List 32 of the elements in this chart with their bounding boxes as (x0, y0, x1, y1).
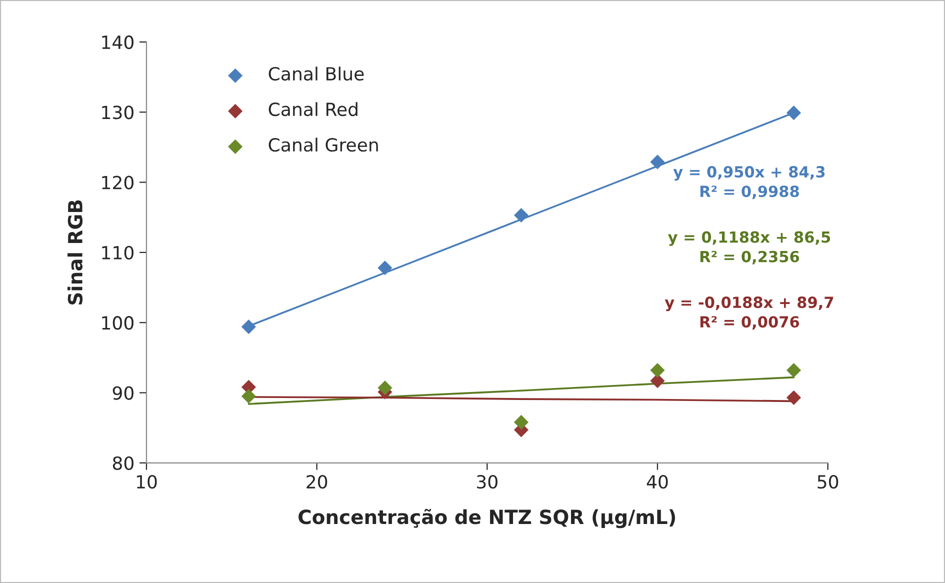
point (786, 106, 802, 120)
point (650, 154, 665, 170)
point (514, 414, 528, 430)
point (514, 208, 528, 223)
point (241, 388, 256, 404)
legend-label: Canal Green (268, 138, 378, 152)
y-tick-label: 110 (102, 246, 134, 260)
annotation: y = -0,0188x + 89,7 R² = 0,0076 (664, 296, 834, 330)
x-tick-label: 20 (306, 475, 328, 489)
legend-label: Canal Blue (268, 66, 364, 81)
y-tick-label: 130 (102, 106, 134, 120)
y-tick-label: 120 (102, 176, 134, 190)
x-tick-label: 40 (646, 475, 668, 489)
point (241, 320, 256, 334)
point (786, 363, 802, 378)
point (378, 380, 392, 396)
point (786, 390, 802, 405)
x-tick-label: 30 (477, 475, 498, 489)
y-tick-label: 90 (112, 386, 134, 400)
x-tick-label: 10 (136, 475, 157, 489)
y-tick-label: 140 (102, 35, 134, 50)
x-tick-label: 50 (818, 475, 838, 489)
legend-label: Canal Red (268, 102, 358, 116)
y-tick-label: 80 (112, 456, 134, 470)
point (650, 363, 665, 378)
point (378, 260, 392, 276)
annotation: y = 0,950x + 84,3 R² = 0,9988 (673, 166, 825, 200)
annotation: y = 0,1188x + 86,5 R² = 0,2356 (668, 231, 830, 264)
y-tick-label: 100 (102, 316, 134, 330)
y-axis-title: Sinal RGB (68, 200, 83, 304)
x-axis-title: Concentração de NTZ SQR (µg/mL) (298, 508, 676, 528)
point (650, 374, 665, 388)
